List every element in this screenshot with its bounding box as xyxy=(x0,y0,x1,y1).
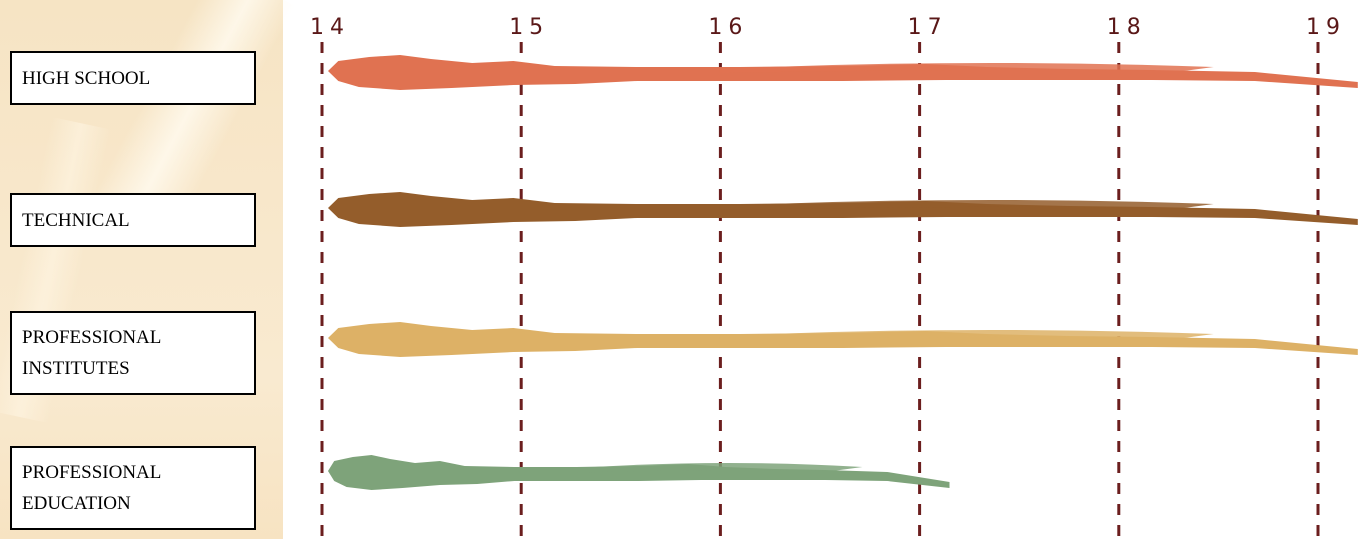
label-line-2: EDUCATION xyxy=(22,493,131,514)
age-18-label: 18 xyxy=(1107,15,1147,40)
age-16-label: 16 xyxy=(708,15,748,40)
high-school-bar xyxy=(328,55,1358,90)
age-15-label: 15 xyxy=(509,15,549,40)
label-high-school: HIGH SCHOOL xyxy=(10,51,256,105)
label-technical: TECHNICAL xyxy=(10,193,256,247)
label-line-1: PROFESSIONAL xyxy=(22,462,162,483)
label-line-1: TECHNICAL xyxy=(22,209,130,231)
age-14-label: 14 xyxy=(310,15,350,40)
label-line-1: PROFESSIONAL xyxy=(22,327,162,348)
label-professional-education: PROFESSIONAL EDUCATION xyxy=(10,446,256,530)
professional-education-bar xyxy=(328,455,950,490)
age-17-label: 17 xyxy=(908,15,948,40)
label-professional-institutes: PROFESSIONAL INSTITUTES xyxy=(10,311,256,395)
technical-bar xyxy=(328,192,1358,227)
age-19-label: 19 xyxy=(1306,15,1346,40)
professional-institutes-bar xyxy=(328,322,1358,357)
label-line-1: HIGH SCHOOL xyxy=(22,67,151,89)
label-line-2: INSTITUTES xyxy=(22,358,130,379)
